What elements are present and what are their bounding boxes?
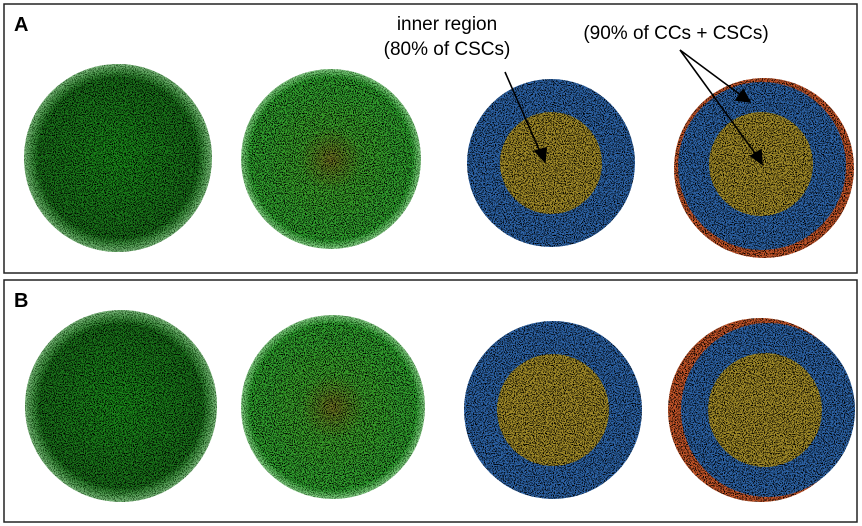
arrow: [679, 49, 758, 157]
arrow: [504, 71, 542, 155]
sphere: [241, 69, 421, 249]
annotation: (80% of CSCs): [384, 39, 511, 60]
spheres-b: [25, 310, 855, 502]
spheres-a: [24, 64, 854, 258]
panel-frame: [3, 279, 858, 523]
arrowhead: [749, 148, 763, 166]
panel-label: A: [14, 14, 28, 36]
sphere-inner: [497, 354, 609, 466]
panel-label: B: [14, 290, 28, 312]
sphere: [25, 310, 217, 502]
panel-frame: [3, 3, 858, 274]
arrows: [504, 49, 763, 166]
arrowhead: [734, 88, 752, 104]
arrowhead: [533, 146, 547, 164]
annotation: inner region: [397, 14, 497, 35]
sphere: [241, 315, 425, 499]
sphere-inner: [708, 353, 822, 467]
annotation: (90% of CCs + CSCs): [583, 23, 768, 44]
arrow: [679, 49, 743, 97]
sphere-inner: [500, 112, 602, 214]
sphere: [24, 64, 212, 252]
